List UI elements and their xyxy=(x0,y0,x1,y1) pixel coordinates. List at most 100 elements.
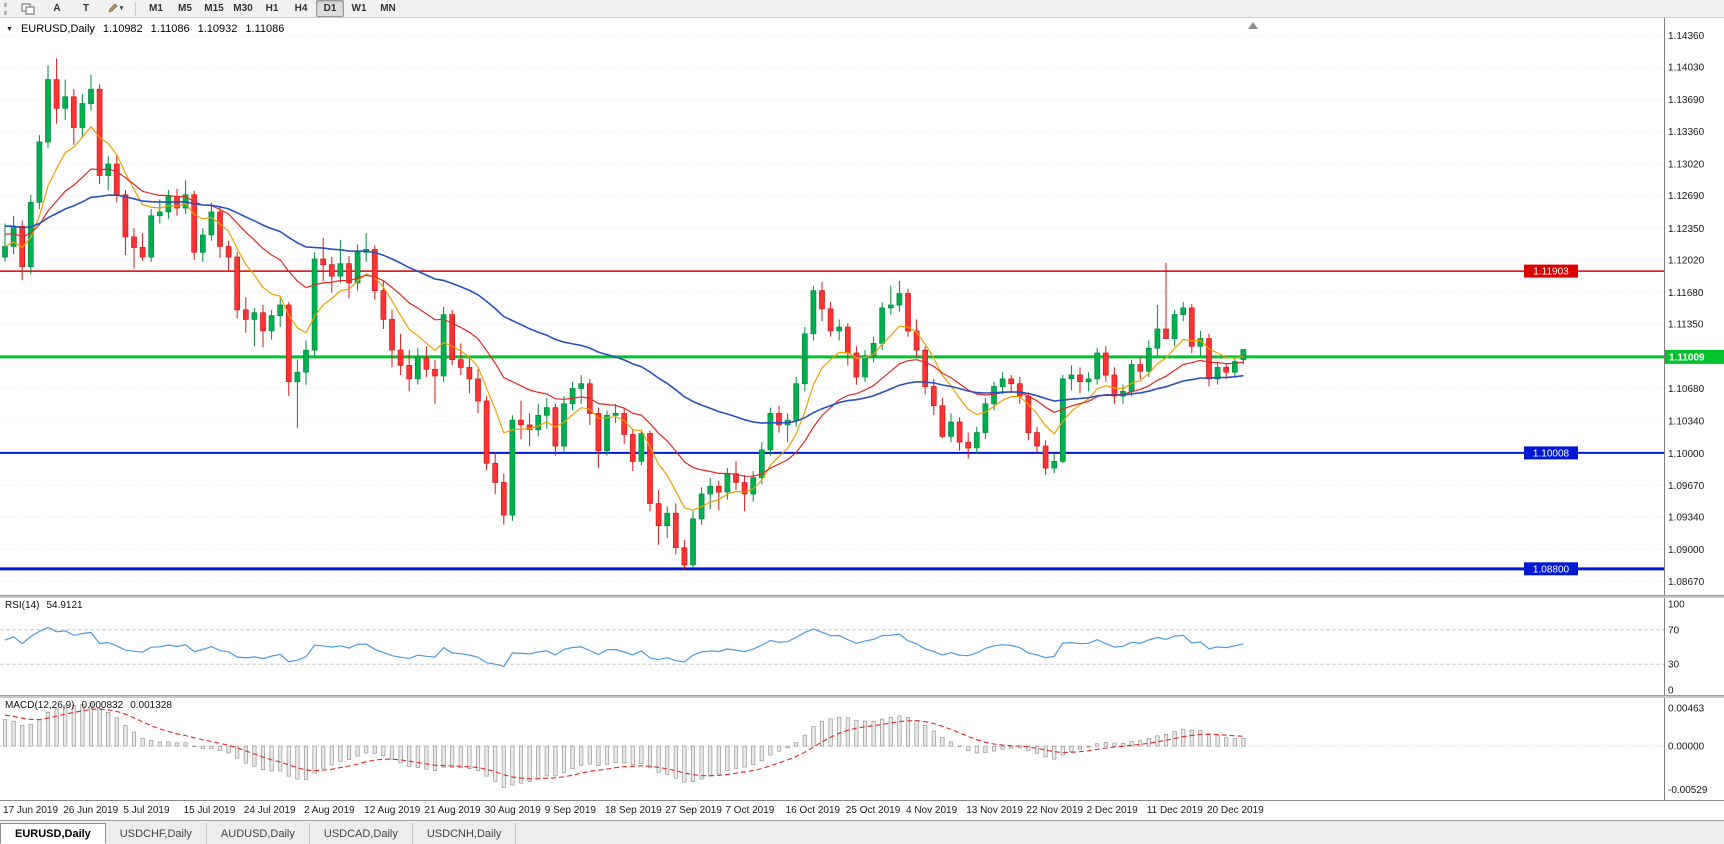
chart-shift-marker xyxy=(1248,22,1258,29)
svg-text:1.13360: 1.13360 xyxy=(1668,127,1705,138)
svg-text:21 Aug 2019: 21 Aug 2019 xyxy=(424,805,481,816)
svg-text:1.10000: 1.10000 xyxy=(1668,449,1705,460)
rsi-value: 54.9121 xyxy=(46,600,83,611)
svg-text:13 Nov 2019: 13 Nov 2019 xyxy=(966,805,1023,816)
macd-chart-canvas[interactable]: 0.00463 0.00000 -0.00529 xyxy=(0,698,1724,800)
ohlc-low: 1.10932 xyxy=(197,23,238,35)
tile-windows-icon[interactable] xyxy=(14,0,42,17)
svg-text:2 Dec 2019: 2 Dec 2019 xyxy=(1087,805,1139,816)
cursor-tool-button[interactable]: A xyxy=(53,3,61,14)
tab-label: AUDUSD,Daily xyxy=(220,827,295,840)
svg-text:7 Oct 2019: 7 Oct 2019 xyxy=(725,805,774,816)
candlestick-chart-canvas[interactable]: 1.14360 1.14030 1.13690 1.13360 1.13020 1.126… xyxy=(0,18,1724,595)
chevron-down-icon: ▾ xyxy=(119,5,124,12)
svg-text:9 Sep 2019: 9 Sep 2019 xyxy=(545,805,597,816)
svg-text:0.00463: 0.00463 xyxy=(1668,704,1705,715)
chart-tab-bar: EURUSD,Daily USDCHF,Daily AUDUSD,Daily U… xyxy=(0,820,1724,844)
svg-text:0: 0 xyxy=(1668,686,1674,696)
svg-text:1.12350: 1.12350 xyxy=(1668,224,1705,235)
svg-text:24 Jul 2019: 24 Jul 2019 xyxy=(244,805,296,816)
svg-text:2 Aug 2019: 2 Aug 2019 xyxy=(304,805,355,816)
pencil-icon xyxy=(108,3,118,13)
tile-windows-glyph xyxy=(21,3,35,14)
svg-text:1.13020: 1.13020 xyxy=(1668,160,1705,171)
svg-text:100: 100 xyxy=(1668,600,1685,611)
ohlc-open: 1.10982 xyxy=(102,23,143,35)
svg-text:0.00000: 0.00000 xyxy=(1668,742,1705,753)
tab-eurusd[interactable]: EURUSD,Daily xyxy=(0,823,106,844)
chart-symbol: EURUSD,Daily xyxy=(20,23,95,35)
symbol-dropdown-icon[interactable]: ▼ xyxy=(6,25,13,33)
tab-usdcad[interactable]: USDCAD,Daily xyxy=(310,823,413,844)
svg-text:1.09670: 1.09670 xyxy=(1668,481,1705,492)
toolbar-grip[interactable] xyxy=(4,2,9,15)
svg-text:30: 30 xyxy=(1668,660,1680,671)
tab-label: USDCNH,Daily xyxy=(426,827,502,840)
date-axis: 17 Jun 2019 26 Jun 2019 5 Jul 2019 15 Jul 2… xyxy=(0,800,1724,820)
hline-price-label xyxy=(1524,264,1578,278)
pane-resize-handle-macd[interactable] xyxy=(0,695,1724,698)
hline-axis-label xyxy=(1665,349,1724,364)
rsi-line xyxy=(4,626,1244,668)
candlestick-series xyxy=(2,58,1247,570)
svg-text:1.13690: 1.13690 xyxy=(1668,95,1705,106)
macd-signal-value: 0.001328 xyxy=(130,700,172,711)
svg-text:12 Aug 2019: 12 Aug 2019 xyxy=(364,805,421,816)
svg-text:1.14030: 1.14030 xyxy=(1668,63,1705,74)
timeframe-button-m1[interactable]: M1 xyxy=(149,3,163,14)
text-tool-button[interactable]: T xyxy=(82,3,90,14)
macd-main-value: 0.000832 xyxy=(81,700,124,711)
timeframe-button-d1[interactable]: D1 xyxy=(316,0,344,17)
macd-label: MACD(12,26,9) 0.000832 0.001328 xyxy=(5,700,172,711)
hline-price-label xyxy=(1524,562,1578,576)
main-chart-pane: ▼ EURUSD,Daily 1.10982 1.11086 1.10932 1… xyxy=(0,18,1724,595)
timeframe-button-m30[interactable]: M30 xyxy=(233,3,253,14)
tab-label: USDCAD,Daily xyxy=(323,827,398,840)
timeframe-button-m5[interactable]: M5 xyxy=(178,3,192,14)
tab-usdcnh[interactable]: USDCNH,Daily xyxy=(413,823,517,844)
svg-text:1.11680: 1.11680 xyxy=(1668,288,1704,299)
svg-text:-0.00529: -0.00529 xyxy=(1668,785,1708,796)
svg-text:1.10340: 1.10340 xyxy=(1668,417,1705,428)
svg-text:1.11350: 1.11350 xyxy=(1668,320,1704,331)
timeframe-button-h1[interactable]: H1 xyxy=(265,3,279,14)
svg-text:1.12690: 1.12690 xyxy=(1668,191,1705,202)
ohlc-close: 1.11086 xyxy=(245,23,285,35)
tab-audusd[interactable]: AUDUSD,Daily xyxy=(207,823,310,844)
macd-indicator-pane: MACD(12,26,9) 0.000832 0.001328 0.00463 0… xyxy=(0,698,1724,800)
draw-tool-dropdown[interactable]: ▾ xyxy=(101,0,129,17)
svg-text:1.12020: 1.12020 xyxy=(1668,255,1705,266)
tab-label: USDCHF,Daily xyxy=(119,827,192,840)
svg-text:15 Jul 2019: 15 Jul 2019 xyxy=(184,805,236,816)
pane-resize-handle-rsi[interactable] xyxy=(0,595,1724,598)
hline-price-label xyxy=(1524,446,1578,460)
svg-text:1.10680: 1.10680 xyxy=(1668,384,1705,395)
svg-text:4 Nov 2019: 4 Nov 2019 xyxy=(906,805,958,816)
date-axis-canvas[interactable]: 17 Jun 2019 26 Jun 2019 5 Jul 2019 15 Jul 2… xyxy=(0,800,1724,820)
ohlc-high: 1.11086 xyxy=(150,23,190,35)
svg-text:1.14360: 1.14360 xyxy=(1668,31,1705,42)
rsi-name: RSI(14) xyxy=(5,600,40,611)
macd-histogram xyxy=(2,702,1246,788)
tab-usdchf[interactable]: USDCHF,Daily xyxy=(106,823,207,844)
moving-average-8 xyxy=(4,125,1244,511)
timeframe-button-w1[interactable]: W1 xyxy=(351,3,367,14)
chart-ohlc-header: ▼ EURUSD,Daily 1.10982 1.11086 1.10932 1… xyxy=(6,23,284,35)
svg-text:1.08800: 1.08800 xyxy=(1533,564,1570,575)
rsi-label: RSI(14) 54.9121 xyxy=(5,600,83,611)
svg-text:11 Dec 2019: 11 Dec 2019 xyxy=(1147,805,1203,816)
toolbar-separator xyxy=(135,1,136,16)
svg-text:26 Jun 2019: 26 Jun 2019 xyxy=(63,805,118,816)
rsi-chart-canvas[interactable]: 100 70 30 0 xyxy=(0,598,1724,695)
macd-name: MACD(12,26,9) xyxy=(5,700,75,711)
svg-text:27 Sep 2019: 27 Sep 2019 xyxy=(665,805,722,816)
svg-text:1.11903: 1.11903 xyxy=(1533,267,1569,278)
timeframe-button-h4[interactable]: H4 xyxy=(294,3,308,14)
timeframe-button-m15[interactable]: M15 xyxy=(204,3,224,14)
svg-text:1.09000: 1.09000 xyxy=(1668,545,1705,556)
top-toolbar: A T ▾ M1 M5 M15 M30 H1 H4 D1 W1 MN xyxy=(0,0,1724,18)
svg-text:70: 70 xyxy=(1668,625,1680,636)
timeframe-button-mn[interactable]: MN xyxy=(380,3,396,14)
svg-text:20 Dec 2019: 20 Dec 2019 xyxy=(1207,805,1264,816)
